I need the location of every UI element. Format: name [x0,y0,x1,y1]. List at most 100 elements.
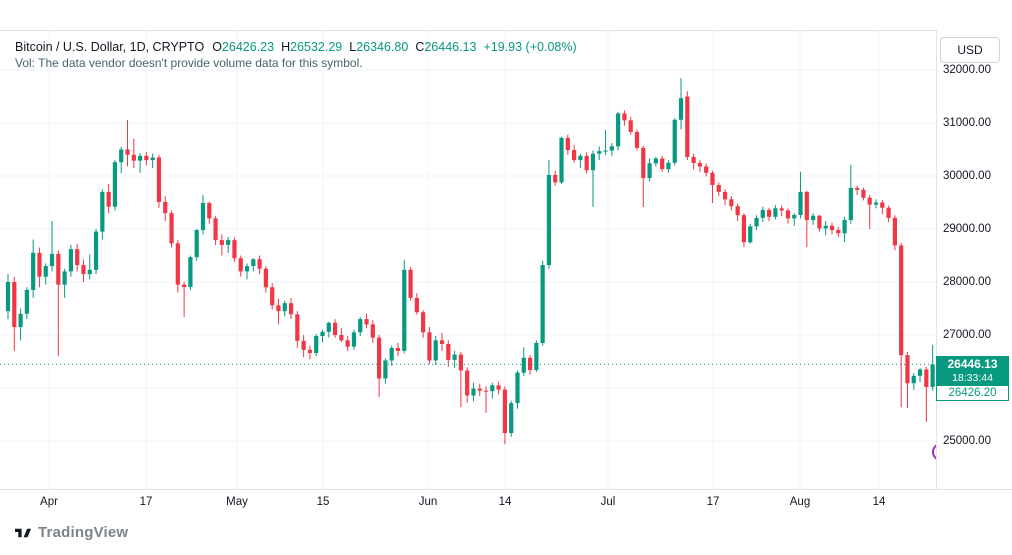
price-tick-label: 27000.00 [943,329,991,341]
candle-body [766,209,772,217]
candle-body [572,150,577,161]
candle-body [873,202,879,205]
candle-body [559,137,564,183]
candle-body [421,312,426,333]
open-value: 26426.23 [221,40,275,54]
candle-body [395,347,401,351]
candle-body [647,163,652,179]
price-tick-label: 31000.00 [943,117,991,129]
candle-body [553,174,558,183]
candle-body [930,364,935,387]
currency-usd-button[interactable]: USD [940,37,1000,63]
prev-close-badge: 26426.20 [936,385,1009,402]
time-tick-label: Jun [418,496,438,508]
candle-body [238,258,243,272]
candle-body [540,265,545,343]
candle-body [490,385,495,392]
candle-body [716,185,721,192]
candle-body [301,340,306,350]
candle-body [351,332,357,347]
candle-body [641,147,646,179]
candle-body [584,155,589,171]
candle-body [163,201,168,214]
candle-body [760,209,765,218]
candle-body [377,337,382,379]
candle-body [678,98,684,120]
candle-body [339,335,344,341]
candle-body [905,355,910,384]
candle-body [496,385,501,390]
candle-body [704,166,709,173]
candle-body [622,113,627,121]
ohlc-close: C26446.13 [415,40,476,54]
chart-legend: Bitcoin / U.S. Dollar, 1D, CRYPTO O26426.… [15,40,577,54]
candle-body [534,342,539,370]
candle-body [226,240,231,245]
ohlc-low: L26346.80 [349,40,408,54]
candle-body [213,218,218,241]
candle-body [131,154,136,161]
candle-body [106,191,111,207]
candle-body [748,226,753,243]
close-label: C [415,40,425,54]
time-axis[interactable] [0,489,1012,518]
time-tick-label: 17 [706,496,720,508]
candle-body [817,215,822,229]
tradingview-attribution[interactable]: TradingView [15,524,128,541]
candle-body [408,269,413,298]
widget-top-border [0,30,1012,31]
open-label: O [212,40,222,54]
candle-body [207,203,212,219]
candle-body [477,388,482,391]
candle-body [144,155,149,161]
candle-body [842,219,847,234]
last-price-value: 26446.13 [947,357,998,372]
candle-body [5,282,11,312]
candle-body [911,375,916,384]
candle-body [509,403,514,434]
time-tick-label: 14 [498,496,512,508]
candle-body [628,120,633,133]
candle-body [710,172,715,186]
price-axis[interactable] [936,30,1012,489]
candle-body [660,158,665,170]
candle-body [56,253,61,285]
candle-body [804,191,809,220]
candle-body [609,146,614,151]
symbol-title[interactable]: Bitcoin / U.S. Dollar, 1D, CRYPTO [15,40,205,54]
candle-body [798,191,803,215]
candle-body [829,225,835,231]
candle-body [917,369,923,376]
candle-body [383,360,388,379]
candle-body [502,389,508,434]
time-tick-label: Apr [40,496,58,508]
tradingview-logo-icon [15,528,32,537]
time-tick-label: 17 [139,496,153,508]
candle-body [471,388,476,396]
candle-body [307,349,313,354]
change-value: +19.93 (+0.08%) [483,40,577,54]
candle-body [880,202,885,208]
tradingview-logo-text: TradingView [38,524,129,541]
candle-body [402,269,407,351]
candle-body [465,370,470,396]
candle-body [458,354,463,371]
time-tick-label: 14 [872,496,886,508]
last-price-badge: 26446.13 18:33:44 [936,356,1009,386]
candle-body [427,332,432,361]
candle-body [49,253,55,267]
candle-body [244,266,250,272]
price-tick-label: 32000.00 [943,64,991,76]
candle-body [691,156,696,164]
candle-body [295,314,300,341]
candle-body [276,305,281,312]
price-tick-label: 25000.00 [943,435,991,447]
candle-body [823,225,828,229]
candle-body [855,187,860,190]
candle-body [414,297,419,313]
candle-body [899,245,904,356]
candle-body [288,303,294,315]
candle-body [886,207,891,218]
candle-body [75,249,80,266]
